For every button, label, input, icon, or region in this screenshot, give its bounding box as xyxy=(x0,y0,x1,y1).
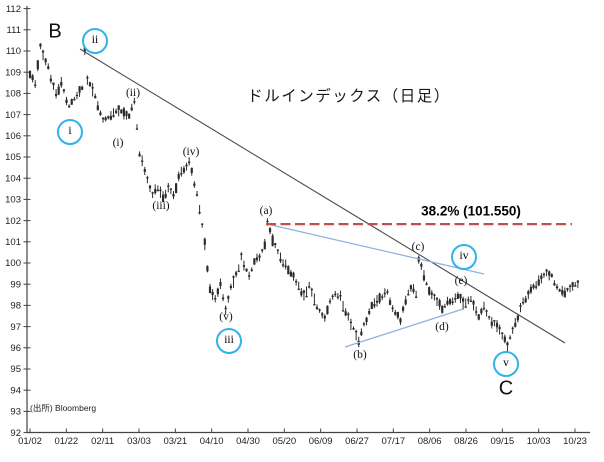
svg-text:109: 109 xyxy=(5,67,21,78)
subwave-label-ii: (ii) xyxy=(125,87,141,99)
svg-text:97: 97 xyxy=(10,322,21,333)
svg-text:02/11: 02/11 xyxy=(91,436,114,447)
axes xyxy=(26,6,590,434)
svg-text:06/09: 06/09 xyxy=(309,436,333,447)
y-axis: 92 93 94 95 96 97 98 99 100 101 102 103 104 105 106 107… xyxy=(5,4,31,439)
svg-text:103: 103 xyxy=(5,195,21,206)
subwave-label-d: (d) xyxy=(435,321,449,333)
svg-text:99: 99 xyxy=(10,279,21,290)
svg-text:100: 100 xyxy=(5,258,21,269)
svg-text:102: 102 xyxy=(5,216,21,227)
subwave-label-c: (c) xyxy=(411,241,425,253)
chart-title: ドルインデックス（日足） xyxy=(247,88,451,105)
circled-wave-i: i xyxy=(57,119,83,145)
svg-text:01/02: 01/02 xyxy=(18,436,42,447)
triangle-line-2 xyxy=(344,308,464,348)
svg-text:98: 98 xyxy=(10,301,21,312)
wave-label-B: B xyxy=(48,20,62,43)
descending-trendline xyxy=(79,48,566,344)
svg-text:104: 104 xyxy=(5,173,21,184)
circled-wave-iii: iii xyxy=(216,328,242,354)
circled-wave-iv: iv xyxy=(451,244,477,270)
svg-text:94: 94 xyxy=(10,385,21,396)
subwave-label-a: (a) xyxy=(259,205,273,217)
svg-text:101: 101 xyxy=(5,237,21,248)
svg-text:09/15: 09/15 xyxy=(490,436,514,447)
svg-text:111: 111 xyxy=(7,25,21,36)
svg-text:04/30: 04/30 xyxy=(236,436,260,447)
svg-text:08/26: 08/26 xyxy=(454,436,478,447)
svg-text:108: 108 xyxy=(5,89,21,100)
svg-text:106: 106 xyxy=(5,131,21,142)
svg-text:08/06: 08/06 xyxy=(418,436,442,447)
svg-text:105: 105 xyxy=(5,152,21,163)
svg-text:06/27: 06/27 xyxy=(345,436,369,447)
svg-text:95: 95 xyxy=(10,364,21,375)
svg-text:110: 110 xyxy=(6,46,21,57)
triangle-line-1 xyxy=(266,223,485,275)
svg-text:03/21: 03/21 xyxy=(163,436,187,447)
subwave-label-iii: (iii) xyxy=(152,200,170,212)
circled-wave-v: v xyxy=(493,351,519,377)
source-label: (出所) Bloomberg xyxy=(30,403,97,413)
subwave-label-iv: (iv) xyxy=(182,146,200,158)
svg-text:04/10: 04/10 xyxy=(200,436,224,447)
svg-text:96: 96 xyxy=(10,343,21,354)
fib-level-label: 38.2% (101.550) xyxy=(421,203,521,219)
wave-label-C: C xyxy=(498,377,514,400)
svg-text:10/03: 10/03 xyxy=(527,436,551,447)
svg-text:07/17: 07/17 xyxy=(381,436,405,447)
svg-text:01/22: 01/22 xyxy=(54,436,78,447)
svg-text:92: 92 xyxy=(10,428,21,439)
subwave-label-i: (i) xyxy=(112,137,124,149)
circled-wave-ii: ii xyxy=(82,28,108,54)
svg-text:112: 112 xyxy=(6,4,21,15)
svg-text:10/23: 10/23 xyxy=(563,436,587,447)
svg-text:93: 93 xyxy=(10,407,21,418)
svg-text:107: 107 xyxy=(5,110,21,121)
svg-text:05/20: 05/20 xyxy=(272,436,296,447)
subwave-label-v: (v) xyxy=(219,311,233,323)
svg-text:03/03: 03/03 xyxy=(127,436,151,447)
x-axis: 01/02 01/22 02/11 03/03 03/21 04/10 04/30 05/20… xyxy=(18,428,587,447)
subwave-label-e: (e) xyxy=(454,275,468,287)
subwave-label-b: (b) xyxy=(353,349,367,361)
